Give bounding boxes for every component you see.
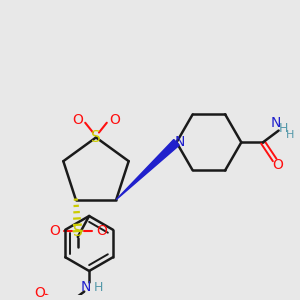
- Text: O: O: [109, 113, 120, 127]
- Text: H: H: [93, 281, 103, 294]
- Text: O: O: [272, 158, 283, 172]
- Text: O: O: [34, 286, 46, 300]
- Text: N: N: [271, 116, 281, 130]
- Text: S: S: [73, 224, 82, 238]
- Text: H: H: [279, 122, 288, 135]
- Text: N: N: [81, 280, 92, 294]
- Text: N: N: [174, 135, 184, 149]
- Text: O: O: [72, 113, 83, 127]
- Text: S: S: [91, 130, 101, 145]
- Text: O: O: [96, 224, 107, 238]
- Text: H: H: [286, 130, 295, 140]
- Polygon shape: [116, 140, 179, 200]
- Text: O: O: [49, 224, 60, 238]
